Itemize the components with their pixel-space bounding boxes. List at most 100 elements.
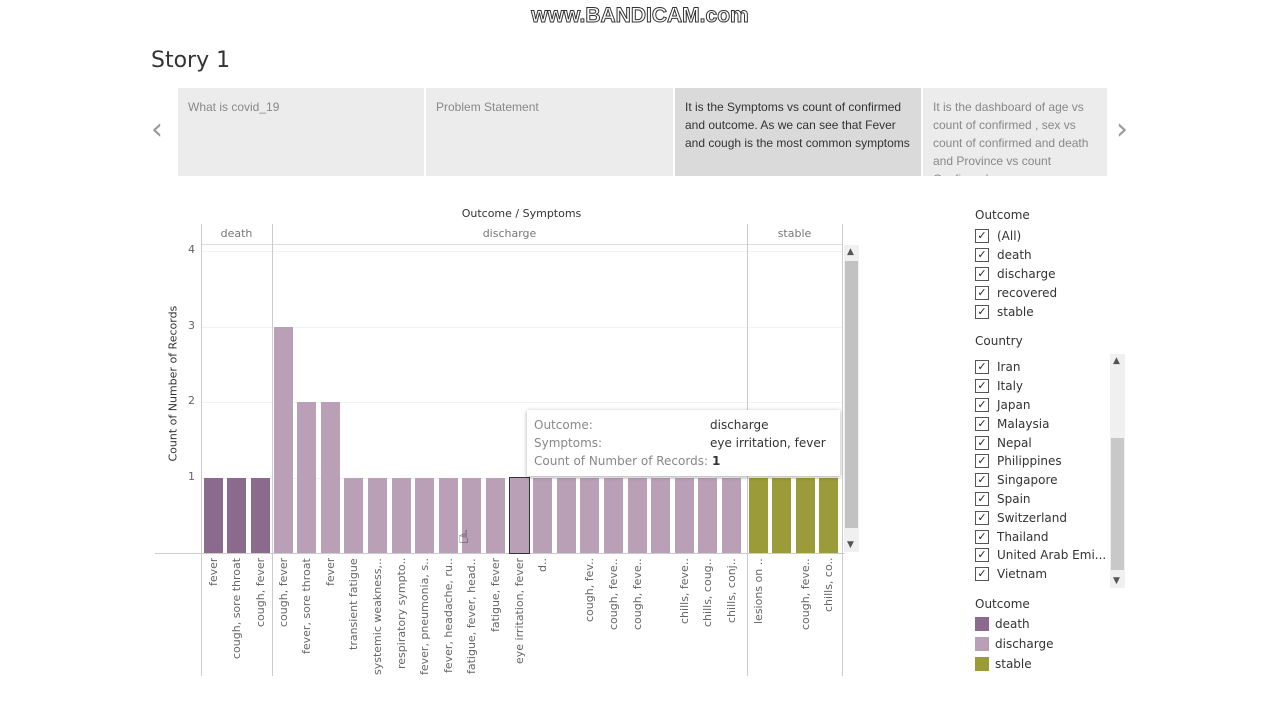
bar-discharge[interactable] xyxy=(508,476,530,554)
y-axis-line xyxy=(201,224,202,676)
bar-discharge[interactable] xyxy=(438,477,458,553)
option-label: recovered xyxy=(997,285,1058,300)
chart-scrollbar[interactable]: ▲ ▼ xyxy=(844,245,859,552)
tooltip-outcome: discharge xyxy=(710,418,769,432)
country-filter-option[interactable]: ✓ Thailand xyxy=(975,527,1110,546)
bar-discharge[interactable] xyxy=(391,477,411,553)
checkbox-checked-icon[interactable]: ✓ xyxy=(975,473,989,488)
checkbox-checked-icon[interactable]: ✓ xyxy=(975,379,989,394)
checkbox-checked-icon[interactable]: ✓ xyxy=(975,510,989,525)
option-label: Japan xyxy=(997,397,1031,412)
bar-discharge[interactable] xyxy=(533,477,553,553)
bar-stable[interactable] xyxy=(772,477,792,553)
country-filter-option[interactable]: ✓ Vietnam xyxy=(975,565,1110,584)
checkbox-checked-icon[interactable]: ✓ xyxy=(975,567,989,582)
story-point-2[interactable]: Problem Statement xyxy=(426,88,673,176)
bar-stable[interactable] xyxy=(795,477,815,553)
country-filter-option[interactable]: ✓ United Arab Emi... xyxy=(975,546,1110,565)
tooltip-symptoms: eye irritation, fever xyxy=(710,436,826,450)
bar-death[interactable] xyxy=(227,477,247,553)
bar-discharge[interactable] xyxy=(344,477,364,553)
country-filter-option[interactable]: ✓ Malaysia xyxy=(975,414,1110,433)
x-tick-label xyxy=(775,558,789,676)
tooltip-count: 1 xyxy=(712,454,721,468)
option-label: stable xyxy=(997,304,1034,319)
option-label: Nepal xyxy=(997,435,1032,450)
checkbox-checked-icon[interactable]: ✓ xyxy=(975,454,989,469)
bar-discharge[interactable] xyxy=(721,477,741,553)
bar-discharge[interactable] xyxy=(674,477,694,553)
outcome-filter-option[interactable]: ✓ discharge xyxy=(975,265,1125,284)
bar-discharge[interactable] xyxy=(698,477,718,553)
checkbox-checked-icon[interactable]: ✓ xyxy=(975,397,989,412)
country-filter-option[interactable]: ✓ Singapore xyxy=(975,471,1110,490)
bar-stable[interactable] xyxy=(819,477,839,553)
country-filter-option[interactable]: ✓ Iran xyxy=(975,358,1110,377)
country-scrollbar[interactable]: ▲ ▼ xyxy=(1110,354,1125,588)
country-filter-option[interactable]: ✓ Japan xyxy=(975,396,1110,415)
hand-cursor-icon: ☝ xyxy=(458,527,469,548)
x-tick-label: cough, fever xyxy=(253,558,267,628)
scroll-thumb[interactable] xyxy=(1111,438,1124,570)
legend-label: stable xyxy=(995,657,1032,671)
bandicam-watermark: www.BANDICAM.com xyxy=(531,4,749,28)
tooltip-count-label: Count of Number of Records: xyxy=(534,454,708,468)
country-filter-option[interactable]: ✓ Spain xyxy=(975,490,1110,509)
checkbox-checked-icon[interactable]: ✓ xyxy=(975,304,989,319)
bar-discharge[interactable] xyxy=(415,477,435,553)
checkbox-checked-icon[interactable]: ✓ xyxy=(975,491,989,506)
outcome-filter-option[interactable]: ✓ recovered xyxy=(975,283,1125,302)
bar-discharge[interactable] xyxy=(297,402,317,553)
x-tick-label: chills, feve.. xyxy=(677,558,691,624)
bar-discharge[interactable] xyxy=(556,477,576,553)
option-label: (All) xyxy=(997,229,1022,244)
bar-death[interactable] xyxy=(250,477,270,553)
bar-discharge[interactable] xyxy=(580,477,600,553)
chevron-left-icon[interactable]: ‹ xyxy=(151,112,163,147)
x-tick-label: fever xyxy=(206,558,220,587)
story-point-3[interactable]: It is the Symptoms vs count of confirmed… xyxy=(675,88,921,176)
scroll-up-icon[interactable]: ▲ xyxy=(847,247,854,257)
checkbox-checked-icon[interactable]: ✓ xyxy=(975,229,989,244)
story-point-4[interactable]: It is the dashboard of age vs count of c… xyxy=(923,88,1107,176)
option-label: discharge xyxy=(997,266,1056,281)
chevron-right-icon[interactable]: › xyxy=(1116,112,1128,147)
country-filter-option[interactable]: ✓ Philippines xyxy=(975,452,1110,471)
option-label: Philippines xyxy=(997,454,1062,469)
bar-stable[interactable] xyxy=(748,477,768,553)
bar-death[interactable] xyxy=(203,477,223,553)
checkbox-checked-icon[interactable]: ✓ xyxy=(975,529,989,544)
bar-discharge[interactable] xyxy=(603,477,623,553)
option-label: Italy xyxy=(997,379,1024,394)
bar-discharge[interactable] xyxy=(367,477,387,553)
x-tick-label xyxy=(560,558,574,676)
checkbox-checked-icon[interactable]: ✓ xyxy=(975,548,989,563)
scroll-up-icon[interactable]: ▲ xyxy=(1113,356,1120,366)
checkbox-checked-icon[interactable]: ✓ xyxy=(975,416,989,431)
country-filter-option[interactable]: ✓ Nepal xyxy=(975,433,1110,452)
checkbox-checked-icon[interactable]: ✓ xyxy=(975,248,989,263)
checkbox-checked-icon[interactable]: ✓ xyxy=(975,435,989,450)
story-point-1[interactable]: What is covid_19 xyxy=(178,88,424,176)
bar-discharge[interactable] xyxy=(627,477,647,553)
bar-discharge[interactable] xyxy=(651,477,671,553)
bar-discharge[interactable] xyxy=(320,402,340,553)
option-label: Malaysia xyxy=(997,416,1050,431)
bar-discharge[interactable] xyxy=(462,477,482,553)
checkbox-checked-icon[interactable]: ✓ xyxy=(975,360,989,375)
x-tick-label: eye irritation, fever xyxy=(512,558,526,665)
scroll-down-icon[interactable]: ▼ xyxy=(847,540,854,550)
scroll-down-icon[interactable]: ▼ xyxy=(1113,576,1120,586)
x-tick-label: d.. xyxy=(536,558,550,572)
country-filter-option[interactable]: ✓ Italy xyxy=(975,377,1110,396)
checkbox-checked-icon[interactable]: ✓ xyxy=(975,285,989,300)
bar-discharge[interactable] xyxy=(273,326,293,553)
scroll-thumb[interactable] xyxy=(845,261,858,528)
y-tick-label: 3 xyxy=(188,318,195,332)
country-filter-option[interactable]: ✓ Switzerland xyxy=(975,508,1110,527)
bar-discharge[interactable] xyxy=(485,477,505,553)
checkbox-checked-icon[interactable]: ✓ xyxy=(975,266,989,281)
outcome-filter-option[interactable]: ✓ stable xyxy=(975,302,1125,321)
outcome-filter-option[interactable]: ✓ death xyxy=(975,246,1125,265)
outcome-filter-option[interactable]: ✓ (All) xyxy=(975,227,1125,246)
